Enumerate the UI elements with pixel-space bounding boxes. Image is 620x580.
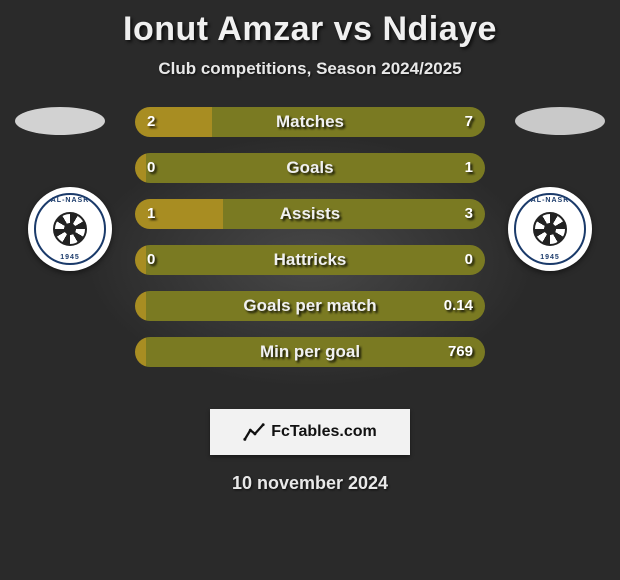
stat-row-matches: Matches27 — [135, 107, 485, 137]
badge-top-text-left: AL-NASR — [51, 197, 90, 204]
badge-bottom-text-left: 1945 — [60, 254, 80, 261]
page-title: Ionut Amzar vs Ndiaye — [0, 0, 620, 49]
date-label: 10 november 2024 — [0, 473, 620, 494]
comparison-arena: AL-NASR 1945 AL-NASR 1945 Matches27 Goals… — [0, 107, 620, 387]
club-badge-left: AL-NASR 1945 — [28, 187, 112, 271]
silhouette-head-left — [15, 107, 105, 135]
bar-left-fill — [135, 245, 146, 275]
chart-icon — [243, 421, 265, 443]
bar-right-fill — [146, 245, 486, 275]
badge-inner-left: AL-NASR 1945 — [34, 193, 106, 265]
club-badge-right: AL-NASR 1945 — [508, 187, 592, 271]
stat-row-min-per-goal: Min per goal769 — [135, 337, 485, 367]
bar-right-fill — [146, 337, 486, 367]
badge-ball-icon — [53, 212, 87, 246]
badge-inner-right: AL-NASR 1945 — [514, 193, 586, 265]
bar-right-fill — [212, 107, 485, 137]
source-tag: FcTables.com — [210, 409, 410, 455]
stat-row-goals: Goals01 — [135, 153, 485, 183]
page-subtitle: Club competitions, Season 2024/2025 — [0, 59, 620, 79]
bar-left-fill — [135, 337, 146, 367]
stat-row-goals-per-match: Goals per match0.14 — [135, 291, 485, 321]
bar-left-fill — [135, 199, 223, 229]
badge-ball-icon — [533, 212, 567, 246]
bar-right-fill — [223, 199, 486, 229]
stat-row-hattricks: Hattricks00 — [135, 245, 485, 275]
bar-left-fill — [135, 107, 212, 137]
silhouette-head-right — [515, 107, 605, 135]
bar-left-fill — [135, 153, 146, 183]
source-tag-text: FcTables.com — [271, 423, 377, 441]
bar-left-fill — [135, 291, 146, 321]
stat-bars-container: Matches27 Goals01 Assists13 Hattricks00 Goal… — [135, 107, 485, 383]
stat-row-assists: Assists13 — [135, 199, 485, 229]
badge-bottom-text-right: 1945 — [540, 254, 560, 261]
bar-right-fill — [146, 291, 486, 321]
badge-top-text-right: AL-NASR — [531, 197, 570, 204]
bar-right-fill — [146, 153, 486, 183]
